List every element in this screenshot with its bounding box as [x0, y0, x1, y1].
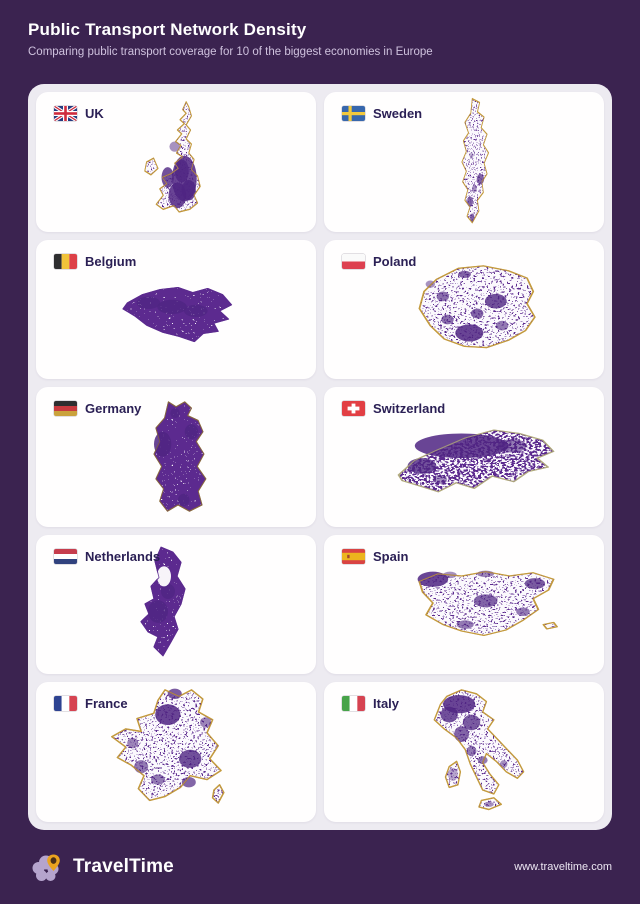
france-transport-density-map [102, 686, 242, 816]
country-card-belgium: Belgium [36, 239, 316, 380]
card-header: Belgium [54, 253, 137, 269]
switzerland-flag-icon [342, 401, 365, 417]
country-label: Poland [373, 253, 417, 269]
card-header: UK [54, 106, 104, 121]
card-header: Netherlands [54, 548, 161, 564]
country-label: France [85, 696, 128, 712]
brand-name: TravelTime [73, 856, 174, 877]
country-card-uk: UK [36, 92, 316, 232]
spain-transport-density-map [404, 549, 574, 657]
country-card-italy: Italy [324, 682, 604, 822]
switzerland-transport-density-map [386, 401, 566, 513]
country-label: Sweden [373, 106, 423, 121]
france-flag-icon [54, 696, 77, 712]
traveltime-pin-splat-icon [28, 849, 64, 885]
spain-flag-icon [342, 548, 365, 564]
card-header: Sweden [342, 106, 422, 121]
belgium-flag-icon [54, 253, 77, 269]
belgium-transport-density-map [104, 262, 252, 364]
brand: TravelTime [28, 849, 174, 885]
footer: TravelTime www.traveltime.com [0, 830, 640, 904]
country-label: Italy [373, 696, 400, 712]
poland-flag-icon [342, 253, 365, 269]
country-card-poland: Poland [324, 239, 604, 380]
country-card-sweden: Sweden [324, 92, 604, 232]
card-header: Spain [342, 548, 409, 564]
card-header: Germany [54, 401, 142, 417]
country-label: UK [85, 106, 104, 121]
country-label: Belgium [85, 253, 137, 269]
country-label: Netherlands [85, 548, 161, 564]
italy-flag-icon [342, 696, 365, 712]
site-url: www.traveltime.com [514, 861, 612, 873]
country-label: Germany [85, 401, 142, 417]
uk-transport-density-map [136, 98, 224, 226]
germany-transport-density-map [130, 397, 226, 521]
country-card-netherlands: Netherlands [36, 534, 316, 675]
card-header: Switzerland [342, 401, 446, 417]
country-cards-panel: UK Sweden Belgium Poland Germany Switzer… [28, 84, 612, 830]
card-header: Poland [342, 253, 417, 269]
card-header: Italy [342, 696, 400, 712]
page-title: Public Transport Network Density [28, 20, 307, 39]
header: Public Transport Network Density Compari… [28, 20, 612, 58]
card-header: France [54, 696, 128, 712]
country-card-germany: Germany [36, 387, 316, 527]
uk-flag-icon [54, 106, 77, 121]
germany-flag-icon [54, 401, 77, 417]
italy-transport-density-map [412, 686, 536, 816]
country-card-switzerland: Switzerland [324, 387, 604, 527]
page-subtitle: Comparing public transport coverage for … [28, 46, 433, 58]
sweden-transport-density-map [436, 96, 510, 228]
country-label: Switzerland [373, 401, 446, 417]
sweden-flag-icon [342, 106, 365, 121]
country-label: Spain [373, 548, 409, 564]
netherlands-transport-density-map [120, 541, 220, 667]
country-card-spain: Spain [324, 534, 604, 675]
country-card-france: France [36, 682, 316, 822]
poland-transport-density-map [396, 250, 552, 372]
netherlands-flag-icon [54, 548, 77, 564]
